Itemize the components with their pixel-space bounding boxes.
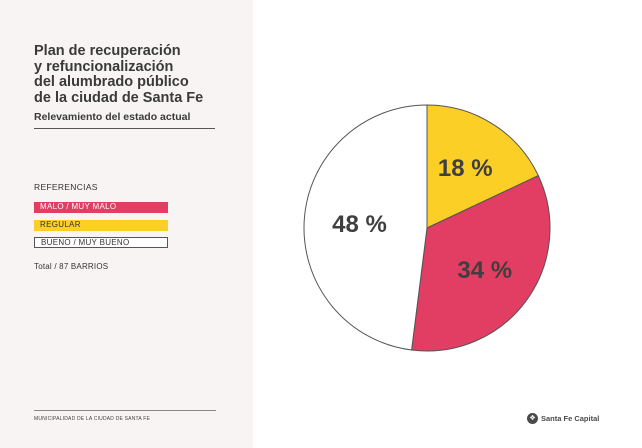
pie-label-2: 48 % <box>332 211 387 238</box>
santa-fe-logo-icon: ❖ <box>527 412 538 424</box>
title-line-4: de la ciudad de Santa Fe <box>34 89 204 106</box>
pie-label-0: 18 % <box>438 155 493 182</box>
legend-item-bueno: BUENO / MUY BUENO <box>34 237 168 248</box>
total-barrios: Total / 87 BARRIOS <box>34 262 109 271</box>
pie-label-1: 34 % <box>457 257 512 284</box>
brand-logo: ❖ Santa Fe Capital <box>527 411 599 425</box>
pie-slice-2 <box>303 104 428 351</box>
page-subtitle: Relevamiento del estado actual <box>34 111 191 123</box>
legend-title: REFERENCIAS <box>34 182 98 192</box>
footer-org: MUNICIPALIDAD DE LA CIUDAD DE SANTA FE <box>34 416 151 422</box>
footer-divider <box>34 410 216 411</box>
title-line-2: y refuncionalización <box>34 58 174 75</box>
subtitle-underline <box>34 128 215 129</box>
page-title: Plan de recuperación y refuncionalizació… <box>34 43 244 106</box>
legend-item-regular: REGULAR <box>34 220 168 231</box>
legend-item-malo: MALO / MUY MALO <box>34 202 168 213</box>
title-line-3: del alumbrado público <box>34 74 189 90</box>
brand-name: Santa Fe Capital <box>541 413 600 423</box>
pie-slice-0 <box>426 104 539 229</box>
pie-slice-1 <box>411 174 551 352</box>
title-line-1: Plan de recuperación <box>34 43 181 59</box>
